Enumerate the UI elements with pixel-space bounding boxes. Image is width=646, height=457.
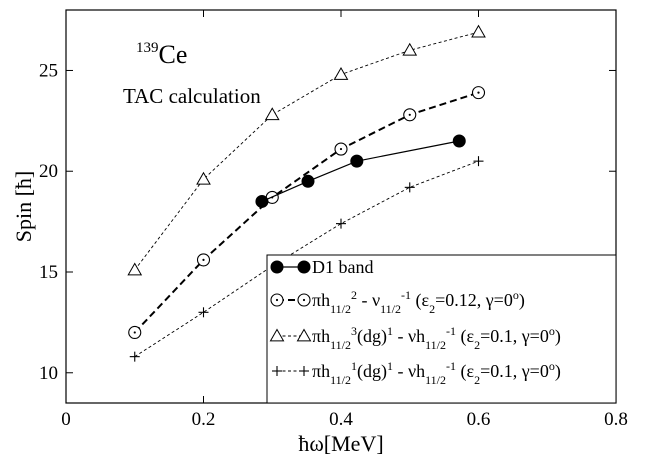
series-line-config-c	[134, 160, 479, 358]
legend-marker	[269, 328, 285, 342]
y-tick-label: 20	[39, 161, 58, 182]
legend-label: πh11/21(dg)1 - νh11/2-1 (ε2=0.1, γ=0o)	[312, 359, 561, 387]
y-tick-label: 10	[39, 363, 58, 384]
legend-marker	[296, 328, 312, 342]
y-tick-label: 15	[39, 262, 58, 283]
data-point-config-a	[334, 142, 348, 156]
series-d1	[255, 134, 466, 208]
data-point-d1	[301, 174, 315, 188]
legend-marker	[270, 260, 284, 274]
y-axis-title: Spin [ħ]	[11, 171, 36, 243]
legend-marker	[270, 293, 284, 307]
data-point-config-c	[404, 182, 415, 193]
legend-box	[266, 254, 617, 404]
data-point-d1	[255, 194, 269, 208]
data-point-d1	[350, 154, 364, 168]
data-point-config-a	[471, 86, 486, 100]
nucleus-label: 139Ce	[136, 40, 187, 69]
data-point-d1	[452, 134, 466, 148]
data-point-config-b	[127, 262, 143, 276]
series-line-config-b	[134, 31, 479, 271]
series-line-d1	[261, 140, 460, 203]
x-tick-label: 0.8	[604, 409, 628, 430]
legend-entry-config-a: πh11/22 - ν11/2-1 (ε2=0.12, γ=0o)	[270, 288, 525, 316]
x-axis-title: ħω[MeV]	[298, 431, 383, 456]
legend-label: πh11/23(dg)1 - νh11/2-1 (ε2=0.1, γ=0o)	[312, 324, 561, 352]
legend-marker	[297, 260, 311, 274]
x-tick-label: 0.6	[467, 409, 491, 430]
legend-marker	[272, 366, 282, 376]
data-point-config-b	[333, 66, 349, 80]
legend-entry-config-b: πh11/23(dg)1 - νh11/2-1 (ε2=0.1, γ=0o)	[269, 324, 561, 352]
data-point-config-c	[473, 156, 484, 167]
data-point-config-c	[336, 218, 346, 229]
data-point-config-a	[403, 108, 417, 122]
x-tick-label: 0.2	[192, 409, 216, 430]
axis-titles: ħω[MeV] Spin [ħ]	[11, 171, 384, 456]
legend-label: D1 band	[312, 257, 374, 277]
data-point-config-b	[471, 24, 486, 38]
x-tick-label: 0.4	[329, 409, 353, 430]
data-point-config-c	[198, 307, 209, 318]
legend: D1 band πh11/22 - ν11/2-1 (ε2=0.12, γ=0o)…	[266, 254, 617, 404]
method-label: TAC calculation	[123, 84, 261, 108]
data-point-config-b	[402, 42, 418, 56]
series-line-config-a	[134, 91, 479, 334]
data-point-config-a	[196, 253, 211, 267]
legend-marker	[299, 366, 309, 376]
data-point-config-b	[196, 171, 211, 185]
legend-marker	[297, 293, 311, 307]
data-point-config-b	[264, 107, 280, 121]
axis-ticks: 0 0.2 0.4 0.6 0.8 10 15 20 25	[39, 10, 628, 430]
series-layer	[127, 24, 486, 362]
data-point-config-c	[129, 351, 140, 362]
series-config-b	[127, 24, 486, 276]
y-tick-label: 25	[39, 60, 58, 81]
x-tick-label: 0	[61, 409, 71, 430]
series-config-a	[128, 86, 486, 340]
legend-entry-d1: D1 band	[270, 257, 374, 277]
legend-label: πh11/22 - ν11/2-1 (ε2=0.12, γ=0o)	[312, 288, 525, 316]
legend-entry-config-c: πh11/21(dg)1 - νh11/2-1 (ε2=0.1, γ=0o)	[272, 359, 561, 387]
annotations: 139Ce TAC calculation	[123, 40, 261, 108]
data-point-config-a	[128, 325, 142, 340]
